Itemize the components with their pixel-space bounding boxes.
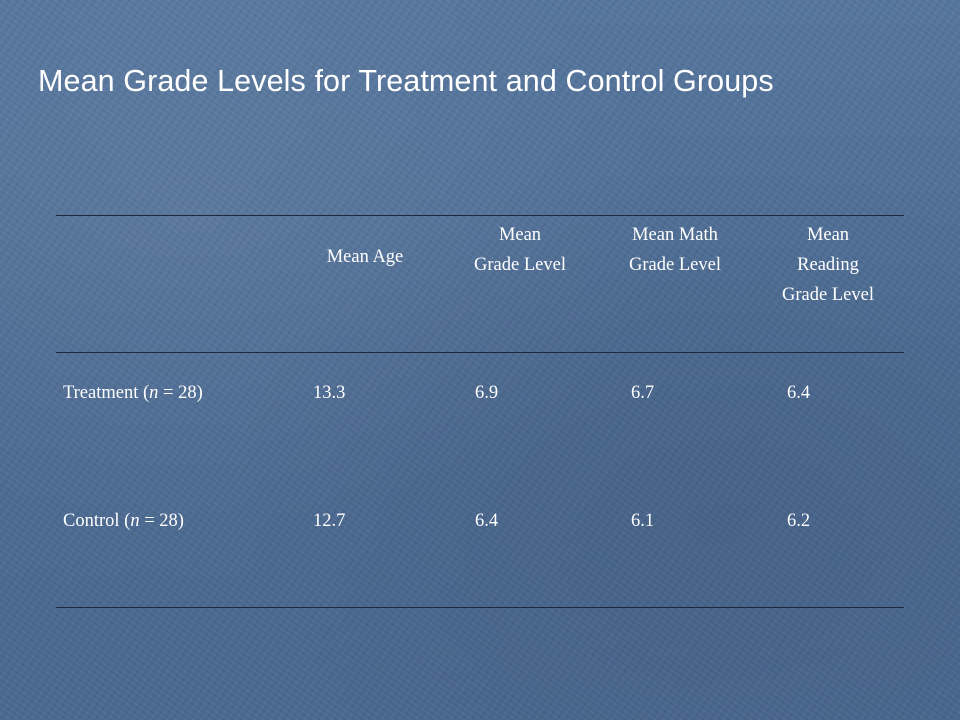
- cell-treatment-mean-reading-grade-level: 6.4: [787, 383, 811, 403]
- row-label-suffix: = 28): [139, 511, 184, 531]
- column-header-mean-math-grade-level: Mean Math Grade Level: [629, 225, 721, 275]
- row-label-prefix: Control (: [63, 511, 131, 531]
- row-label-suffix: = 28): [158, 383, 203, 403]
- cell-control-mean-age: 12.7: [313, 511, 346, 531]
- table-header-rule: [56, 352, 904, 353]
- column-header-mean-grade-level: Mean Grade Level: [474, 225, 566, 275]
- row-label-control: Control (n = 28): [63, 506, 184, 536]
- row-label-treatment: Treatment (n = 28): [63, 378, 203, 408]
- cell-treatment-mean-math-grade-level: 6.7: [631, 383, 655, 403]
- table-top-rule: [56, 215, 904, 216]
- cell-control-mean-reading-grade-level: 6.2: [787, 511, 811, 531]
- column-header-mean-reading-grade-level: Mean Reading Grade Level: [782, 225, 874, 305]
- column-header-mean-age: Mean Age: [326, 247, 404, 267]
- cell-treatment-mean-age: 13.3: [313, 383, 346, 403]
- slide-title: Mean Grade Levels for Treatment and Cont…: [38, 64, 774, 98]
- cell-treatment-mean-grade-level: 6.9: [475, 383, 499, 403]
- cell-control-mean-grade-level: 6.4: [475, 511, 499, 531]
- table-bottom-rule: [56, 607, 904, 608]
- cell-control-mean-math-grade-level: 6.1: [631, 511, 655, 531]
- row-label-n: n: [130, 511, 140, 531]
- row-label-n: n: [149, 383, 159, 403]
- row-label-prefix: Treatment (: [63, 383, 150, 403]
